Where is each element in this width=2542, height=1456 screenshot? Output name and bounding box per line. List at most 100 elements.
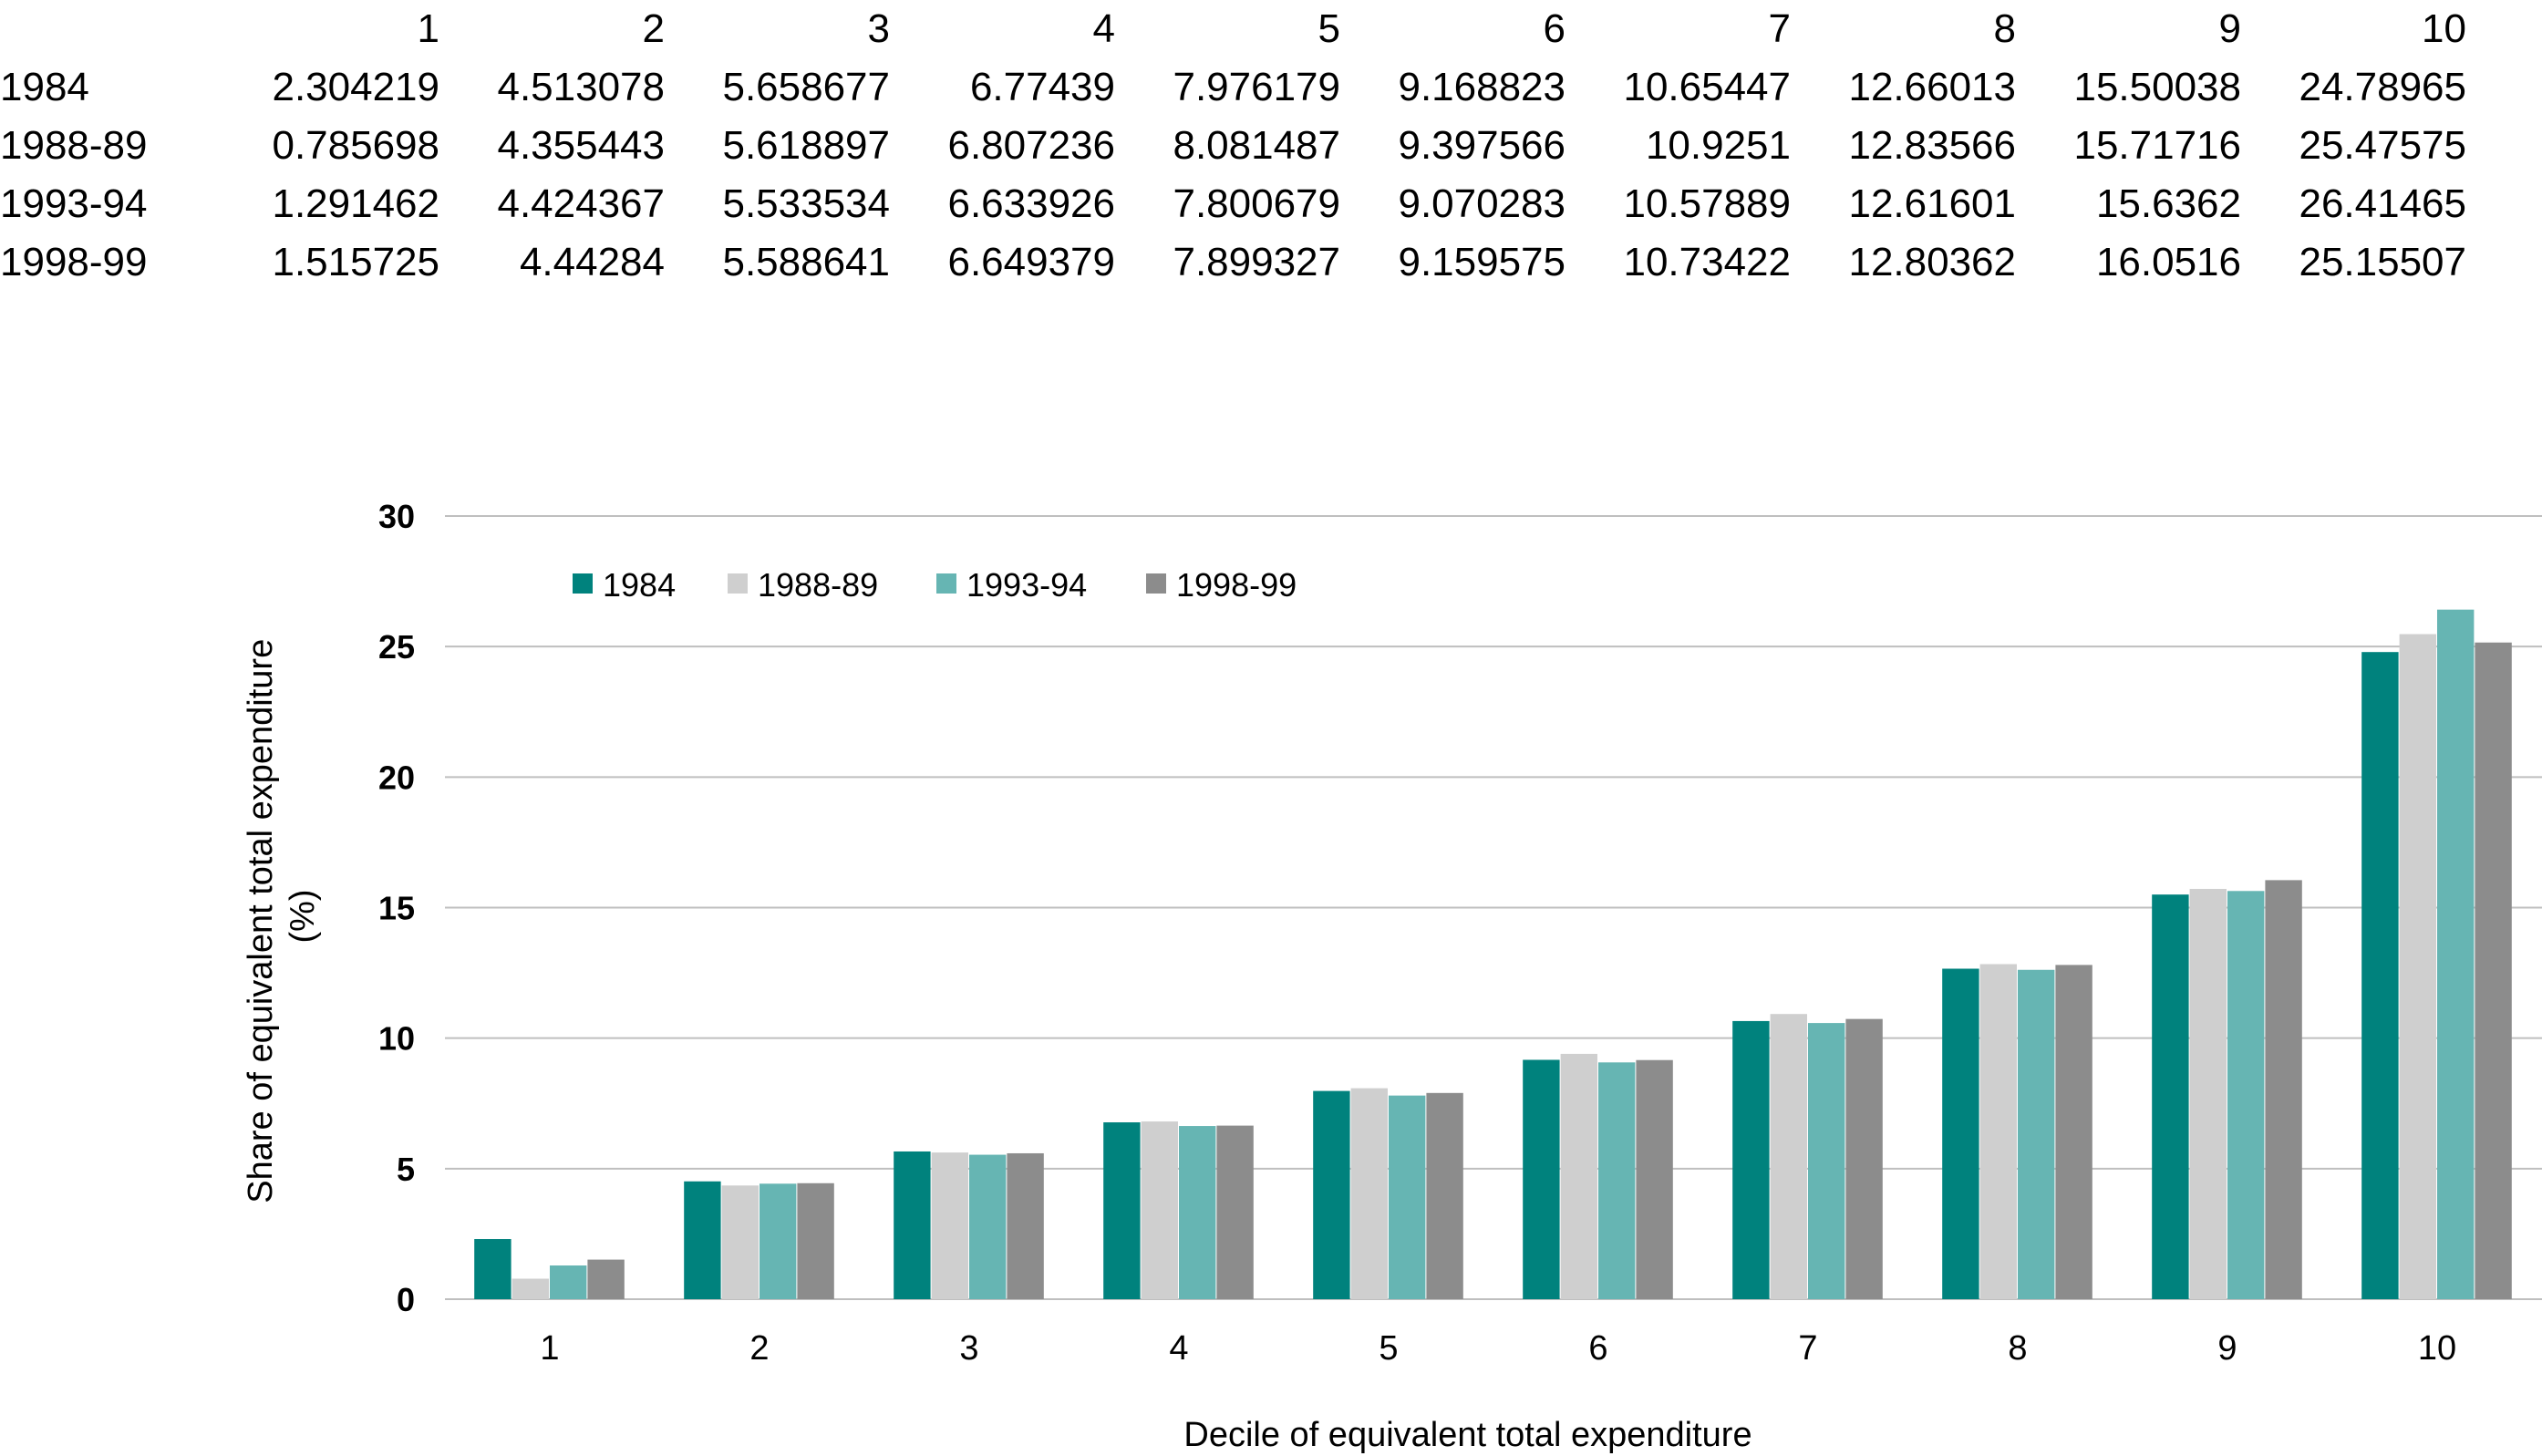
x-tick-label: 7	[1798, 1329, 1817, 1368]
bar	[721, 1185, 759, 1299]
x-tick-label: 4	[1169, 1329, 1188, 1368]
y-axis-ticks: 0 5 10 15 20 25 30	[378, 498, 415, 1318]
y-tick-label: 5	[397, 1151, 415, 1188]
legend-label: 1984	[603, 566, 676, 604]
table-row: 1998-99 1.515725 4.44284 5.588641 6.649379 7.…	[0, 233, 2466, 292]
bar	[1979, 964, 2017, 1299]
table-cell: 25.15507	[2299, 240, 2466, 284]
table-cell: 9.168823	[1398, 65, 1566, 109]
table-cell: 4.355443	[497, 123, 665, 168]
table-cell: 10.73422	[1623, 240, 1791, 284]
table-cell: 5.533534	[722, 181, 890, 226]
table-cell: 7.976179	[1173, 65, 1340, 109]
table-cell: 7.899327	[1173, 240, 1340, 284]
bar	[1845, 1018, 1883, 1299]
table-cell: 12.66013	[1848, 65, 2016, 109]
bar	[2361, 652, 2399, 1299]
table-cell: 25.47575	[2299, 123, 2466, 168]
bar	[2189, 888, 2227, 1299]
bar	[931, 1152, 968, 1299]
y-tick-label: 10	[378, 1020, 415, 1058]
table-column-header: 5	[1318, 6, 1340, 51]
bar	[760, 1183, 797, 1299]
bar	[2018, 969, 2055, 1299]
bar	[1313, 1090, 1350, 1299]
table-cell: 10.57889	[1623, 181, 1791, 226]
bar	[1942, 968, 1979, 1299]
bar	[1636, 1059, 1673, 1299]
bar	[1350, 1088, 1388, 1299]
table-cell: 5.588641	[722, 240, 890, 284]
table-cell: 4.513078	[497, 65, 665, 109]
table-cell: 12.61601	[1848, 181, 2016, 226]
table-row-label: 1998-99	[0, 240, 148, 284]
bar	[684, 1181, 721, 1299]
bar	[2227, 891, 2265, 1299]
table-cell: 4.44284	[519, 240, 665, 284]
table-cell: 12.80362	[1848, 240, 2016, 284]
table-cell: 5.658677	[722, 65, 890, 109]
bar	[2055, 965, 2092, 1299]
table-cell: 8.081487	[1173, 123, 1340, 168]
bar	[2152, 894, 2189, 1299]
table-cell: 26.41465	[2299, 181, 2466, 226]
legend-swatch	[1146, 573, 1166, 594]
y-tick-label: 20	[378, 759, 415, 796]
legend: 1984 1988-89 1993-94 1998-99	[573, 566, 1297, 604]
x-tick-label: 5	[1379, 1329, 1398, 1368]
table-cell: 10.9251	[1645, 123, 1791, 168]
table-cell: 6.649379	[947, 240, 1115, 284]
table-row: 1984 2.304219 4.513078 5.658677 6.77439 7.976…	[0, 58, 2466, 117]
table-cell: 6.807236	[947, 123, 1115, 168]
bar	[1808, 1023, 1845, 1299]
legend-label: 1993-94	[966, 566, 1087, 604]
table-cell: 15.71716	[2073, 123, 2241, 168]
bars	[474, 609, 2512, 1299]
table-column-header: 3	[867, 6, 890, 51]
table-row-label: 1993-94	[0, 181, 148, 226]
table-cell: 9.070283	[1398, 181, 1566, 226]
table-header-row: 1 2 3 4 5 6 7 8 9 10	[0, 0, 2466, 58]
table-cell: 6.633926	[947, 181, 1115, 226]
bar	[1179, 1126, 1216, 1299]
y-tick-label: 25	[378, 628, 415, 666]
bar	[1598, 1062, 1636, 1299]
table-row-label: 1984	[0, 65, 89, 109]
x-tick-label: 1	[540, 1329, 559, 1368]
x-tick-label: 3	[959, 1329, 978, 1368]
bar	[474, 1239, 512, 1299]
bar	[894, 1151, 931, 1299]
table-cell: 15.50038	[2073, 65, 2241, 109]
x-tick-label: 2	[749, 1329, 769, 1368]
y-tick-label: 0	[397, 1281, 415, 1318]
legend-swatch	[573, 573, 593, 594]
bar	[1523, 1059, 1560, 1299]
table-column-header: 10	[2422, 6, 2466, 51]
bar	[512, 1278, 549, 1299]
x-axis-title: Decile of equivalent total expenditure	[1183, 1416, 1752, 1454]
legend-swatch	[728, 573, 748, 594]
table-cell: 12.83566	[1848, 123, 2016, 168]
table-cell: 9.397566	[1398, 123, 1566, 168]
bar	[550, 1265, 587, 1299]
bar	[587, 1259, 625, 1299]
x-tick-label: 6	[1588, 1329, 1607, 1368]
bar	[1732, 1020, 1770, 1299]
legend-label: 1988-89	[758, 566, 878, 604]
bar	[1560, 1053, 1597, 1299]
bar	[1426, 1092, 1463, 1299]
table-column-header: 6	[1543, 6, 1566, 51]
table-cell: 5.618897	[722, 123, 890, 168]
bar	[2475, 642, 2512, 1299]
bar	[1389, 1095, 1426, 1299]
table-body: 1984 2.304219 4.513078 5.658677 6.77439 7.976…	[0, 58, 2466, 292]
bar	[1103, 1122, 1141, 1299]
table-cell: 1.515725	[272, 240, 439, 284]
y-axis-title: Share of equivalent total expenditure (%…	[242, 629, 322, 1203]
bar	[1007, 1152, 1044, 1299]
bar	[2265, 880, 2302, 1299]
bar	[2399, 634, 2436, 1299]
y-axis-title-line-2: (%)	[284, 889, 322, 943]
table-cell: 10.65447	[1623, 65, 1791, 109]
